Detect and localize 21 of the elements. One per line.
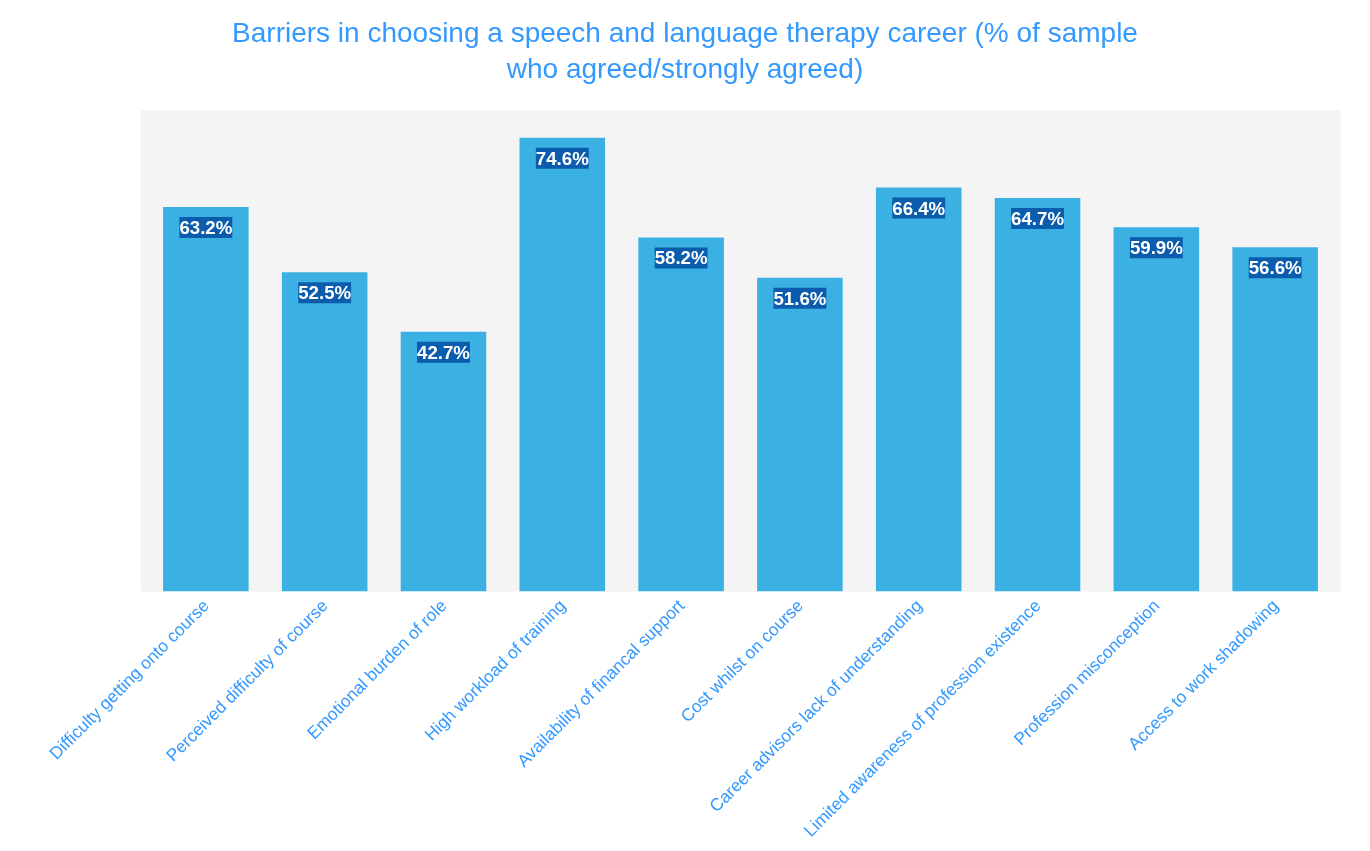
bar bbox=[757, 277, 843, 592]
bar bbox=[638, 237, 724, 592]
bar bbox=[519, 137, 606, 592]
data-label: 51.6% bbox=[773, 287, 827, 309]
bar bbox=[163, 207, 249, 592]
data-label: 66.4% bbox=[892, 197, 946, 219]
bar bbox=[1113, 227, 1200, 592]
bar bbox=[1232, 247, 1318, 592]
bar bbox=[400, 331, 487, 592]
data-label: 58.2% bbox=[654, 247, 708, 269]
data-label: 56.6% bbox=[1248, 257, 1303, 279]
bar bbox=[281, 272, 368, 592]
data-label: 63.2% bbox=[179, 217, 233, 239]
chart-title: Barriers in choosing a speech and language therapy career (% of sample who agreed/strongly agreed) bbox=[231, 16, 1139, 87]
data-label: 59.9% bbox=[1129, 237, 1184, 259]
bar bbox=[875, 187, 962, 592]
data-label: 64.7% bbox=[1011, 207, 1065, 229]
data-label: 52.5% bbox=[298, 282, 352, 304]
bar bbox=[994, 197, 1081, 592]
data-label: 42.7% bbox=[417, 341, 471, 363]
data-label: 74.6% bbox=[535, 147, 590, 169]
